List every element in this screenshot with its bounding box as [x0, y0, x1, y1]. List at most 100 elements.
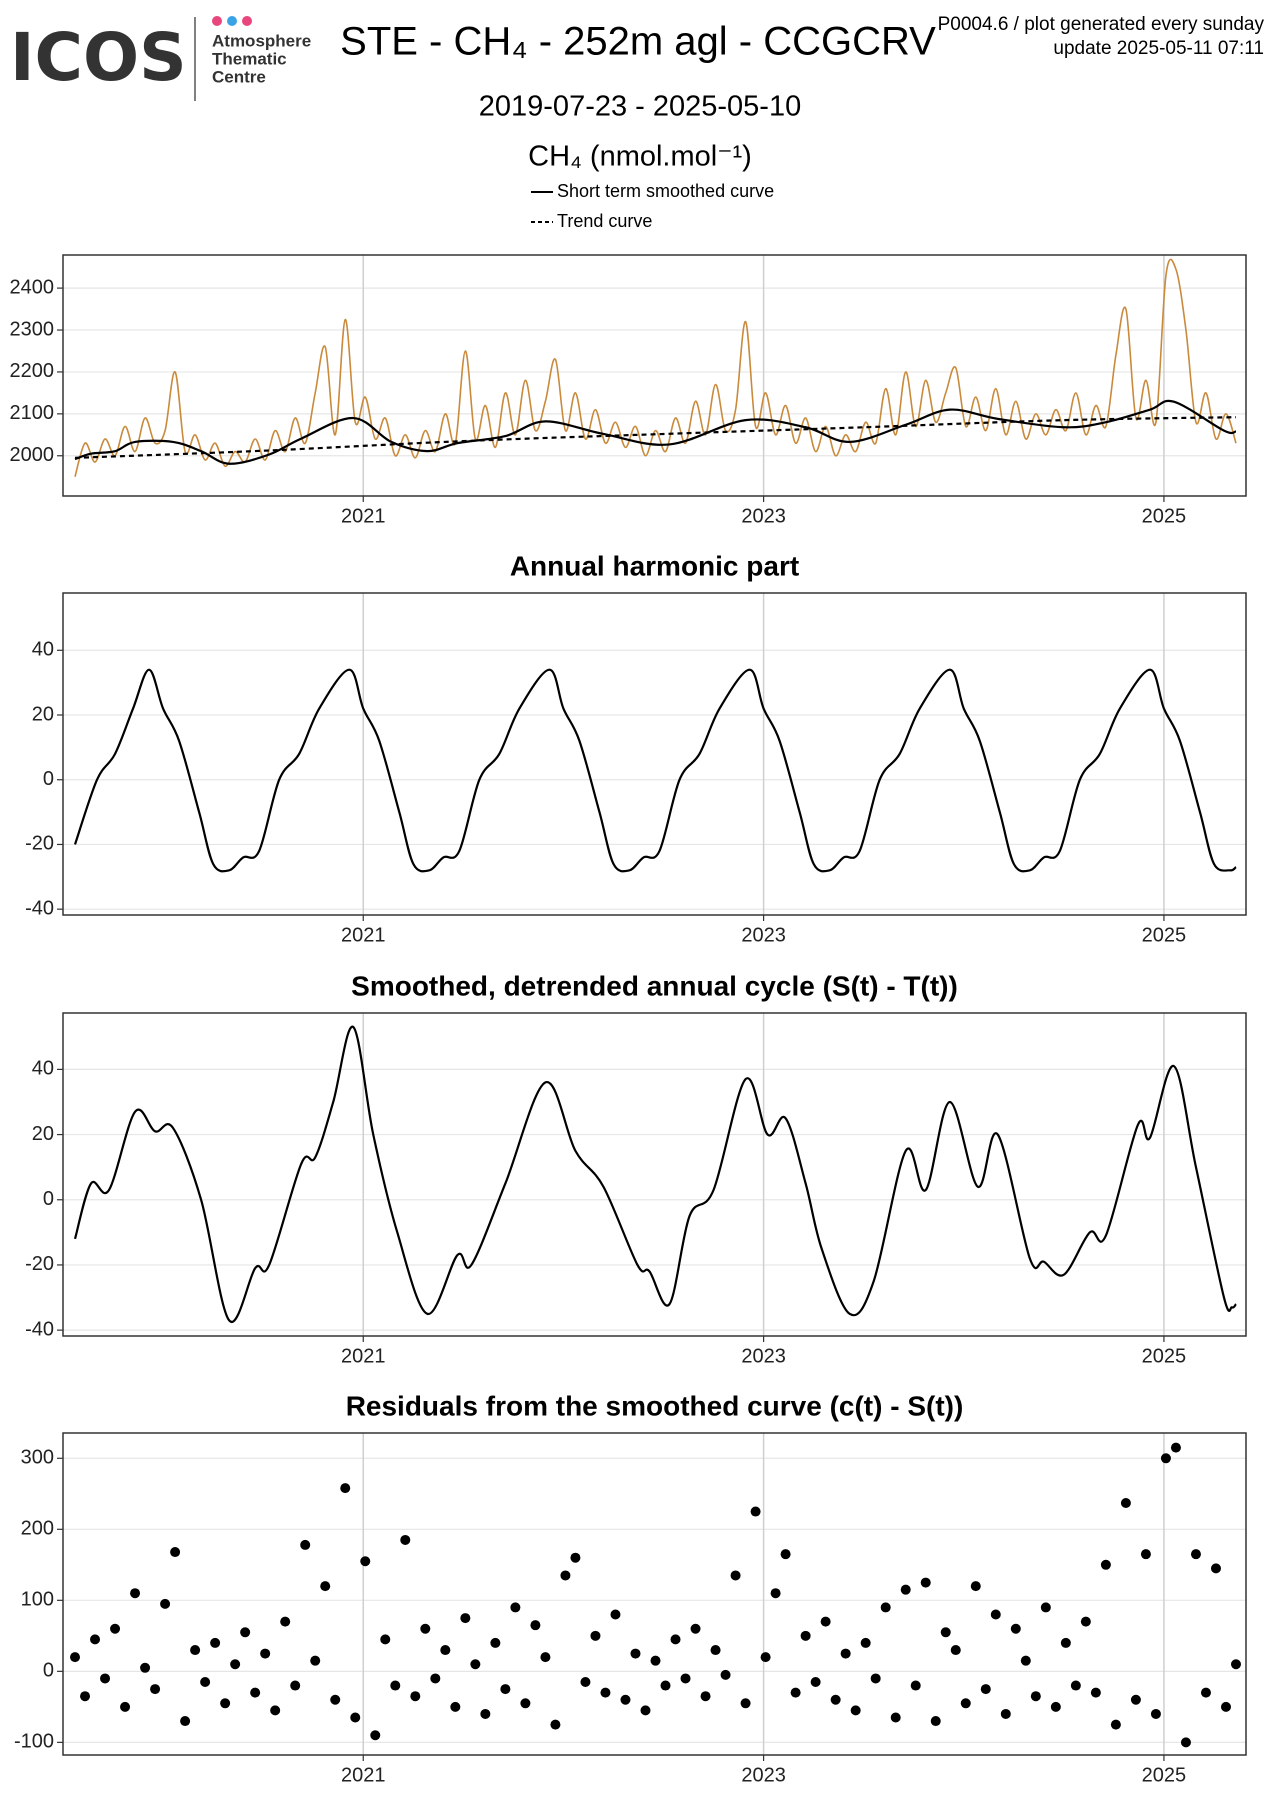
point: [950, 1645, 961, 1656]
point: [130, 1588, 141, 1599]
point: [860, 1637, 871, 1648]
update: update 2025-05-11 07:11: [1053, 38, 1264, 59]
point: [110, 1623, 121, 1634]
y-tick-label: 100: [21, 1589, 54, 1611]
point: [1120, 1498, 1131, 1509]
point: [370, 1730, 381, 1741]
point: [560, 1570, 571, 1581]
point: [320, 1581, 331, 1592]
point: [410, 1691, 421, 1702]
point: [520, 1698, 531, 1709]
raw-line: [74, 258, 1237, 477]
plot-background: [63, 1013, 1246, 1336]
point: [450, 1701, 461, 1712]
point: [610, 1609, 621, 1620]
point: [460, 1613, 471, 1624]
point: [1230, 1659, 1241, 1670]
plot-background: [63, 255, 1246, 496]
org-line: Centre: [212, 67, 266, 86]
point: [1080, 1616, 1091, 1627]
point: [380, 1634, 391, 1645]
y-tick-label: -20: [25, 833, 54, 855]
y-tick-label: 0: [43, 768, 54, 790]
point: [1150, 1708, 1161, 1719]
point: [740, 1698, 751, 1709]
point: [840, 1648, 851, 1659]
note: P0004.6 / plot generated every sunday: [938, 14, 1265, 35]
panel-title: Smoothed, detrended annual cycle (S(t) -…: [351, 970, 958, 1001]
point: [420, 1623, 431, 1634]
point: [990, 1609, 1001, 1620]
y-tick-label: 2300: [10, 318, 55, 340]
point: [490, 1637, 501, 1648]
point: [930, 1716, 941, 1727]
point: [310, 1655, 321, 1666]
point: [180, 1716, 191, 1727]
point: [240, 1627, 251, 1638]
point: [590, 1630, 601, 1641]
point: [160, 1598, 171, 1609]
point: [1210, 1563, 1221, 1574]
plot-border: [62, 1432, 1247, 1756]
point: [530, 1620, 541, 1631]
point: [550, 1719, 561, 1730]
point: [960, 1698, 971, 1709]
point: [290, 1680, 301, 1691]
point: [1090, 1687, 1101, 1698]
point: [1190, 1549, 1201, 1560]
point: [1030, 1691, 1041, 1702]
series-line: [74, 416, 1237, 459]
point: [1180, 1737, 1191, 1748]
y-tick-label: 40: [32, 1058, 54, 1080]
point: [680, 1673, 691, 1684]
point: [250, 1687, 261, 1698]
point: [780, 1549, 791, 1560]
y-tick-label: 0: [43, 1660, 54, 1682]
series-line: [74, 399, 1237, 465]
point: [800, 1630, 811, 1641]
x-tick-label: 2025: [1142, 1764, 1187, 1786]
point: [660, 1680, 671, 1691]
point: [850, 1705, 861, 1716]
org-line: Thematic: [212, 49, 287, 68]
point: [810, 1676, 821, 1687]
point: [880, 1602, 891, 1613]
y-axis-label: CH₄ (nmol.mol⁻¹): [528, 141, 752, 173]
point: [150, 1684, 161, 1695]
point: [720, 1669, 731, 1680]
point: [1110, 1719, 1121, 1730]
point: [260, 1648, 271, 1659]
point: [760, 1652, 771, 1663]
y-tick-label: 2000: [10, 444, 55, 466]
series-line: [73, 668, 1237, 873]
point: [1020, 1655, 1031, 1666]
point: [540, 1652, 551, 1663]
y-tick-label: 2200: [10, 360, 55, 382]
point: [190, 1645, 201, 1656]
x-tick-label: 2021: [341, 924, 386, 946]
point: [390, 1680, 401, 1691]
legend-label: Trend curve: [557, 211, 652, 231]
point: [1040, 1602, 1051, 1613]
point: [970, 1581, 981, 1592]
point: [480, 1708, 491, 1719]
x-tick-label: 2025: [1142, 505, 1187, 527]
panel-title: Annual harmonic part: [510, 550, 799, 581]
point: [70, 1652, 81, 1663]
legend-label: Short term smoothed curve: [557, 181, 774, 201]
point: [940, 1627, 951, 1638]
y-tick-label: -40: [25, 1318, 54, 1340]
point: [430, 1673, 441, 1684]
point: [900, 1584, 911, 1595]
point: [80, 1691, 91, 1702]
point: [200, 1676, 211, 1687]
page-title: STE - CH₄ - 252m agl - CCGCRV: [340, 20, 936, 64]
x-tick-label: 2025: [1142, 1345, 1187, 1367]
y-tick-label: 300: [21, 1447, 54, 1469]
point: [750, 1506, 761, 1517]
point: [1220, 1701, 1231, 1712]
point: [210, 1637, 221, 1648]
series-line: [73, 1025, 1237, 1324]
